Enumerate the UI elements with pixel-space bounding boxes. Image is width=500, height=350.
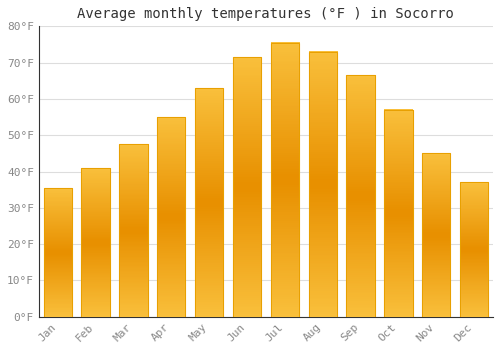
Bar bbox=[346, 75, 375, 317]
Bar bbox=[157, 117, 186, 317]
Bar bbox=[270, 43, 299, 317]
Bar bbox=[270, 43, 299, 317]
Bar bbox=[44, 188, 72, 317]
Bar bbox=[460, 182, 488, 317]
Bar bbox=[308, 52, 337, 317]
Bar bbox=[346, 75, 375, 317]
Title: Average monthly temperatures (°F ) in Socorro: Average monthly temperatures (°F ) in So… bbox=[78, 7, 454, 21]
Bar bbox=[422, 153, 450, 317]
Bar bbox=[233, 57, 261, 317]
Bar bbox=[44, 188, 72, 317]
Bar bbox=[195, 88, 224, 317]
Bar bbox=[308, 52, 337, 317]
Bar bbox=[119, 144, 148, 317]
Bar bbox=[384, 110, 412, 317]
Bar bbox=[384, 110, 412, 317]
Bar bbox=[460, 182, 488, 317]
Bar bbox=[119, 144, 148, 317]
Bar bbox=[233, 57, 261, 317]
Bar bbox=[82, 168, 110, 317]
Bar bbox=[195, 88, 224, 317]
Bar bbox=[422, 153, 450, 317]
Bar bbox=[157, 117, 186, 317]
Bar bbox=[82, 168, 110, 317]
